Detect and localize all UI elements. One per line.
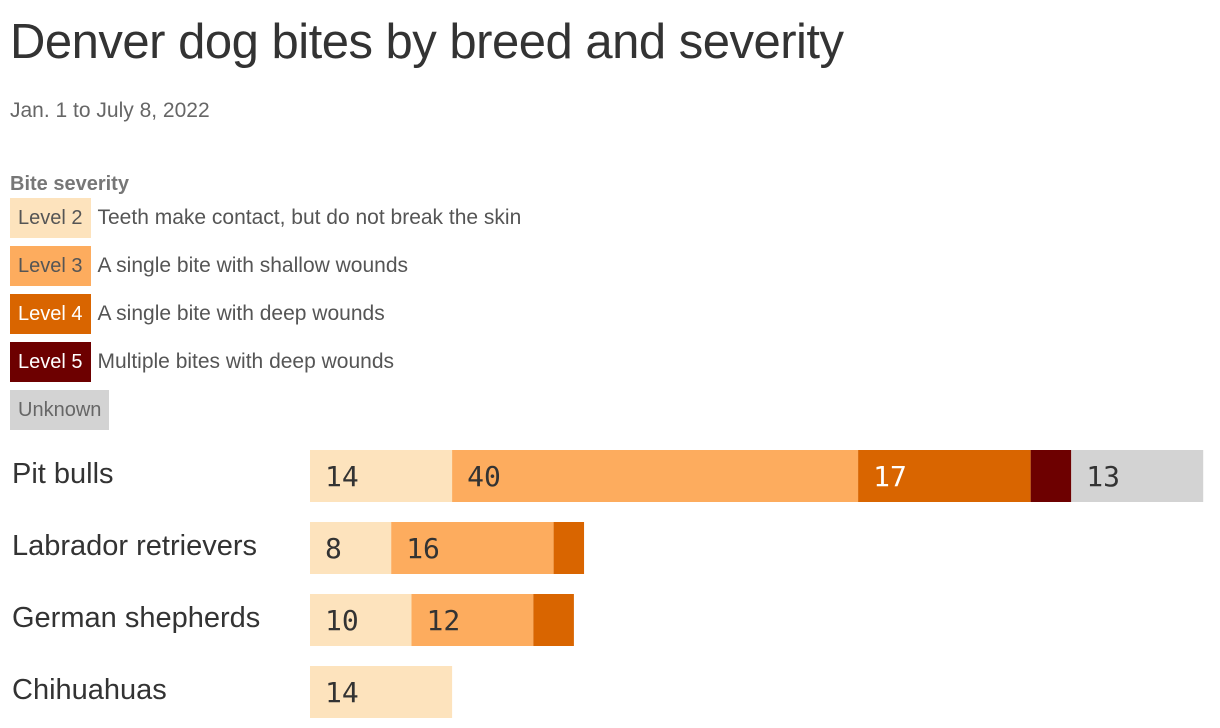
bar-segment [858, 450, 1031, 502]
legend-swatch: Level 3 [10, 246, 91, 286]
category-label: German shepherds [12, 602, 261, 634]
bar-segment [411, 594, 534, 646]
bar-segment [1030, 450, 1072, 502]
bar-segment [1071, 450, 1204, 502]
bar-segment [533, 594, 574, 646]
legend: Bite severity Level 2 Teeth make contact,… [10, 170, 521, 438]
bar-value-label: 14 [325, 460, 359, 493]
legend-description: Teeth make contact, but do not break the… [97, 206, 522, 229]
legend-description: A single bite with shallow wounds [97, 254, 409, 277]
category-label: Pit bulls [12, 458, 114, 490]
bar-value-label: 16 [406, 532, 440, 565]
bar-value-label: 14 [325, 676, 359, 709]
legend-title: Bite severity [10, 173, 129, 195]
bar-value-label: 12 [427, 604, 461, 637]
legend-description: A single bite with deep wounds [97, 302, 385, 325]
chart-subtitle: Jan. 1 to July 8, 2022 [10, 99, 210, 122]
bar-value-label: 40 [467, 460, 501, 493]
bar-segment [310, 450, 453, 502]
legend-swatch: Level 5 [10, 342, 91, 382]
legend-item: Unknown [10, 390, 521, 430]
bar-segment [310, 666, 453, 718]
bar-value-label: 10 [325, 604, 359, 637]
legend-item: Level 5 Multiple bites with deep wounds [10, 342, 521, 382]
legend-item: Level 2 Teeth make contact, but do not br… [10, 198, 521, 238]
bar-segment [310, 594, 412, 646]
legend-swatch: Level 2 [10, 198, 91, 238]
legend-swatch: Level 4 [10, 294, 91, 334]
bar-segment [391, 522, 554, 574]
bar-value-label: 13 [1086, 460, 1120, 493]
bar-value-label: 8 [325, 532, 342, 565]
bar-value-label: 17 [873, 460, 907, 493]
legend-swatch: Unknown [10, 390, 110, 430]
legend-item: Level 4 A single bite with deep wounds [10, 294, 521, 334]
legend-item: Level 3 A single bite with shallow wounds [10, 246, 521, 286]
chart-title: Denver dog bites by breed and severity [10, 15, 844, 69]
bar-segment [452, 450, 859, 502]
bar-segment [310, 522, 392, 574]
bar-segment [553, 522, 585, 574]
category-label: Chihuahuas [12, 674, 167, 706]
category-label: Labrador retrievers [12, 530, 257, 562]
legend-description: Multiple bites with deep wounds [97, 350, 395, 373]
